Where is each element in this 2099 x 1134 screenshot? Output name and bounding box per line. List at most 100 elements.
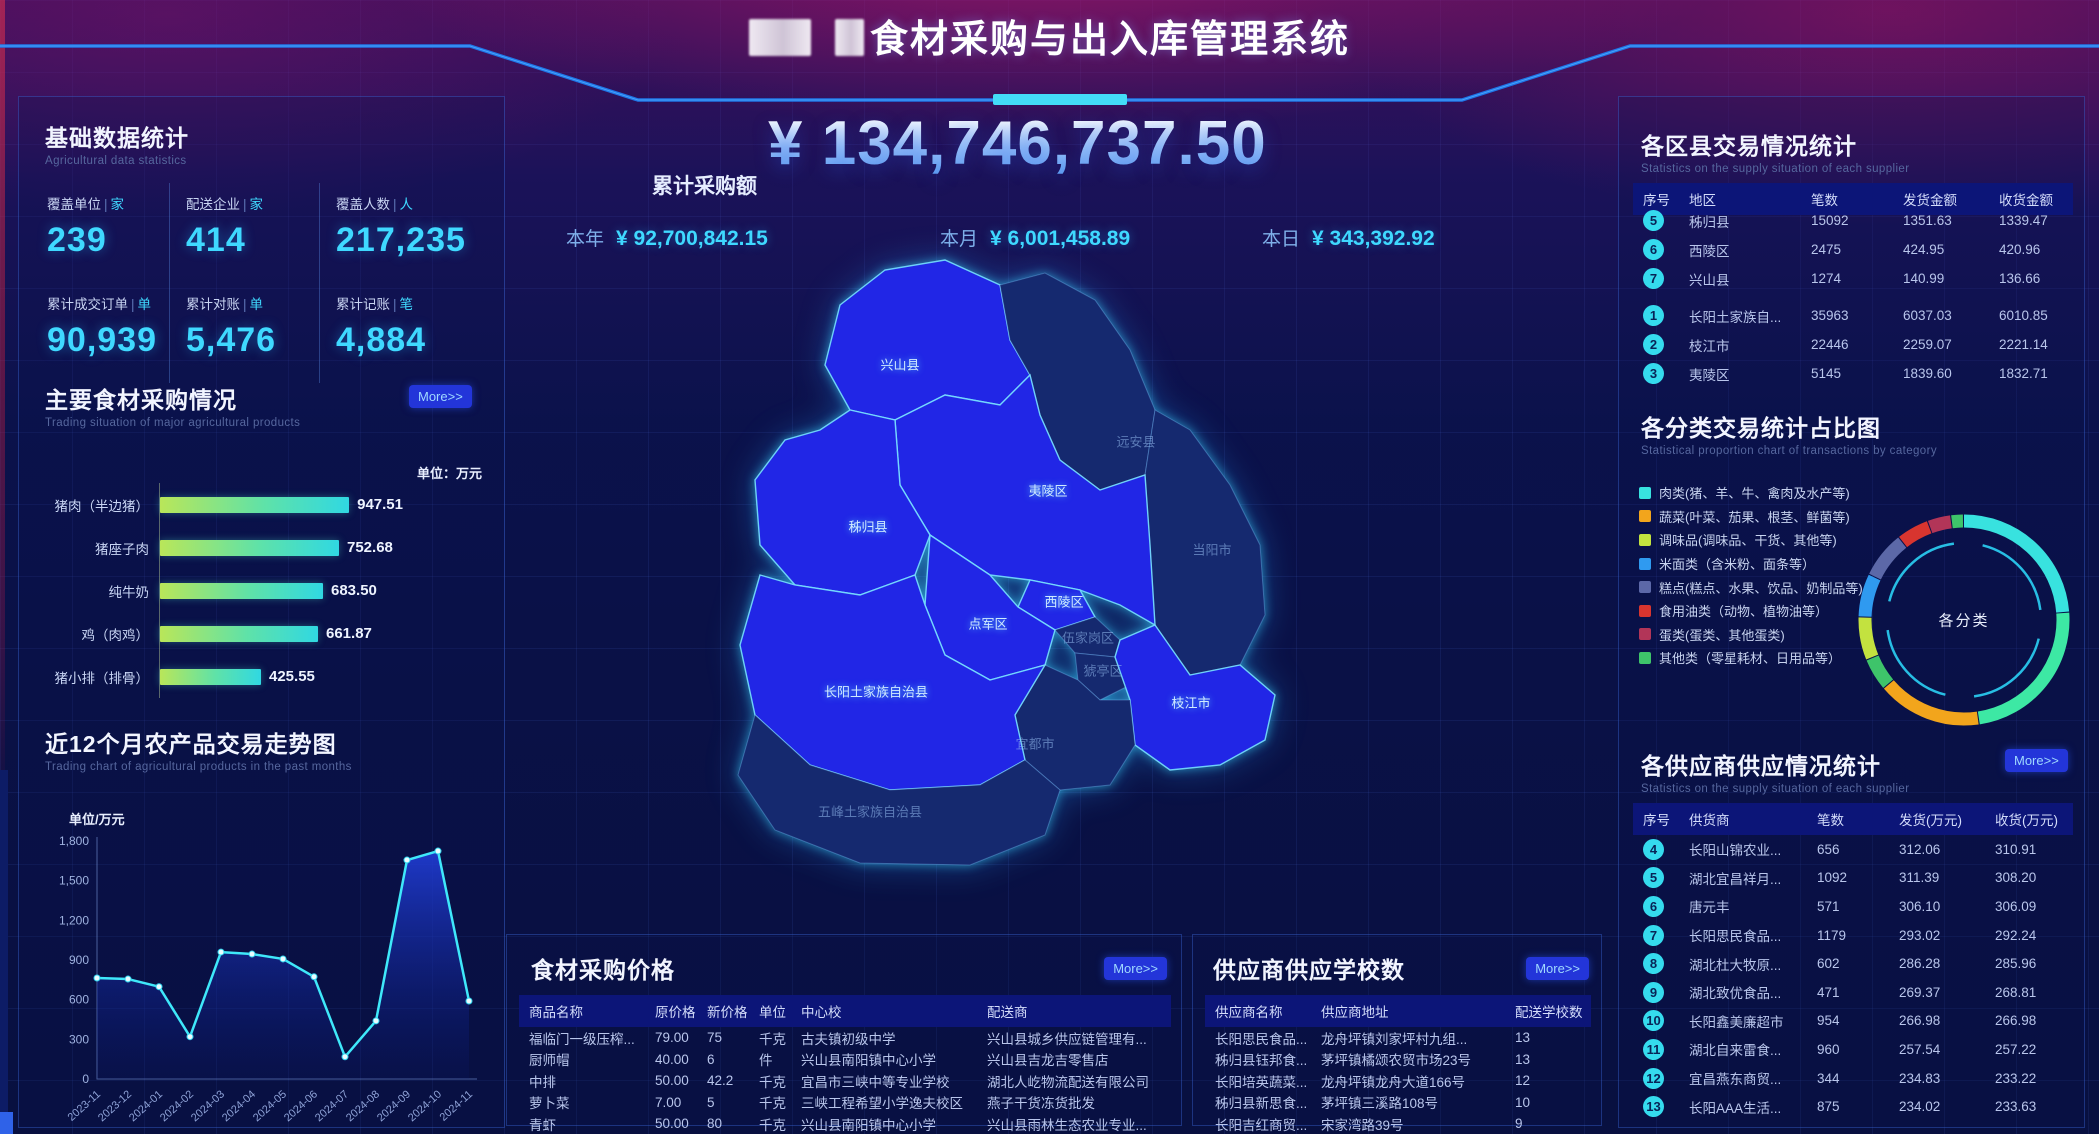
table-cell: 420.96 bbox=[1999, 242, 2041, 257]
legend-item[interactable]: 其他类（零星耗材、日用品等） bbox=[1639, 646, 1863, 670]
table-cell: 2 bbox=[1633, 334, 1679, 355]
bar-category-label: 猪肉（半边猪） bbox=[54, 498, 150, 514]
table-cell: 75 bbox=[707, 1030, 723, 1046]
map-region-wufeng[interactable] bbox=[737, 714, 1061, 866]
table-cell: 257.22 bbox=[1995, 1041, 2037, 1057]
table-cell: 7 bbox=[1633, 924, 1679, 946]
bar[interactable] bbox=[160, 539, 339, 556]
header-frame-line bbox=[0, 44, 2099, 105]
table-cell: 千克 bbox=[759, 1096, 786, 1112]
region-table-title: 各区县交易情况统计 bbox=[1641, 133, 1857, 159]
legend-item[interactable]: 蛋类(蛋类、其他蛋类) bbox=[1639, 623, 1863, 647]
line-chart[interactable]: 03006009001,2001,5001,8002023-112023-122… bbox=[37, 823, 497, 1134]
rank-badge: 2 bbox=[1643, 334, 1664, 355]
table-cell: 5 bbox=[707, 1094, 715, 1110]
legend-item[interactable]: 糕点(糕点、水果、饮品、奶制品等) bbox=[1639, 575, 1863, 599]
table-cell: 80 bbox=[707, 1116, 723, 1132]
table-cell: 1179 bbox=[1817, 927, 1847, 943]
line-chart-unit-label: 单位/万元 bbox=[69, 812, 125, 827]
bar-track: 683.50 bbox=[159, 569, 403, 612]
table-cell: 22446 bbox=[1811, 337, 1849, 352]
donut-chart[interactable] bbox=[1847, 505, 2084, 749]
table-cell: 宋家湾路39号 bbox=[1321, 1117, 1404, 1133]
bar[interactable] bbox=[160, 582, 323, 599]
stat-card: 累计记账 | 笔 4,884 bbox=[319, 283, 489, 383]
page-title-text: 食材采购与出入库管理系统 bbox=[869, 19, 1350, 61]
table-cell: 292.24 bbox=[1995, 927, 2037, 943]
legend-item[interactable]: 肉类(猪、羊、牛、禽肉及水产等) bbox=[1639, 481, 1863, 505]
svg-text:300: 300 bbox=[69, 1032, 89, 1046]
table-row: 4 长阳山锦农业... 656 312.06 310.91 bbox=[1633, 835, 2073, 864]
column-header: 配送学校数 bbox=[1515, 1005, 1583, 1020]
period-year: 本年 ¥ 92,700,842.15 bbox=[566, 224, 768, 251]
period-month: 本月 ¥ 6,001,458.89 bbox=[940, 224, 1130, 251]
svg-text:0: 0 bbox=[82, 1072, 89, 1086]
legend-label: 调味品(调味品、干货、其他等) bbox=[1659, 533, 1837, 549]
bar-chart-title: 主要食材采购情况 bbox=[45, 387, 237, 413]
map-region-xingshan[interactable] bbox=[824, 259, 1031, 421]
donut-subtitle: Statistical proportion chart of transact… bbox=[1641, 445, 1937, 457]
bar[interactable] bbox=[160, 668, 261, 685]
stat-value: 5,476 bbox=[186, 321, 277, 359]
bar[interactable] bbox=[160, 496, 350, 513]
city-map[interactable]: 兴山县 远安县 夷陵区 秭归县 当阳市 西陵区 点军区 伍家岗区 猇亭区 长阳土… bbox=[700, 245, 1300, 885]
table-cell: 湖北人屹物流配送有限公司 bbox=[987, 1074, 1149, 1090]
legend-label: 蔬菜(叶菜、茄果、根茎、鲜菌等) bbox=[1659, 509, 1850, 525]
table-cell: 2221.14 bbox=[1999, 337, 2048, 352]
table-header: 商品名称 原价格 新价格 单位 中心校 配送商 bbox=[519, 995, 1171, 1027]
supplier-table-subtitle: Statistics on the supply situation of ea… bbox=[1641, 783, 1910, 795]
column-header: 发货(万元) bbox=[1899, 813, 1962, 828]
bar-track: 661.87 bbox=[159, 612, 403, 655]
map-region-zhijiang[interactable] bbox=[1114, 624, 1276, 771]
period-month-value: ¥ 6,001,458.89 bbox=[990, 227, 1131, 250]
legend-swatch bbox=[1639, 651, 1651, 664]
region-table: 序号 地区 笔数 发货金额 收货金额 5 秭归县 15092 1351.63 1339.47 6 西陵… bbox=[1633, 183, 2073, 388]
bar-track: 752.68 bbox=[159, 526, 403, 569]
table-row: 2 枝江市 22446 2259.07 2221.14 bbox=[1633, 330, 2073, 359]
legend-item[interactable]: 蔬菜(叶菜、茄果、根茎、鲜菌等) bbox=[1639, 505, 1863, 529]
table-cell: 长阳土家族自... bbox=[1689, 309, 1782, 325]
bar-row: 猪座子肉 752.68 bbox=[33, 526, 493, 569]
table-cell: 50.00 bbox=[655, 1116, 689, 1132]
stat-value: 90,939 bbox=[47, 321, 157, 359]
legend-swatch bbox=[1639, 510, 1651, 523]
left-edge-artifact-dot bbox=[0, 1112, 13, 1134]
stat-label: 配送企业 | 家 bbox=[186, 197, 264, 212]
period-year-value: ¥ 92,700,842.15 bbox=[616, 227, 768, 250]
bar-chart[interactable]: 猪肉（半边猪） 947.51 猪座子肉 752.68 纯牛奶 683.50 鸡（肉鸡）… bbox=[33, 483, 493, 698]
bar-chart-more-button[interactable]: More>> bbox=[409, 385, 472, 408]
column-header: 收货(万元) bbox=[1995, 813, 2058, 828]
school-table-more-button[interactable]: More>> bbox=[1526, 957, 1589, 980]
column-header: 地区 bbox=[1689, 193, 1716, 208]
table-row: 10 长阳鑫美廉超市 954 266.98 266.98 bbox=[1633, 1007, 2073, 1036]
table-cell: 湖北自来雷食... bbox=[1689, 1043, 1782, 1059]
table-cell: 4 bbox=[1633, 838, 1679, 860]
table-cell: 长阳思民食品... bbox=[1689, 929, 1782, 945]
column-header: 配送商 bbox=[987, 1005, 1028, 1020]
basic-stats-title: 基础数据统计 bbox=[45, 125, 189, 151]
legend-item[interactable]: 食用油类（动物、植物油等） bbox=[1639, 599, 1863, 623]
bar[interactable] bbox=[160, 625, 318, 642]
table-cell: 兴山县雨林生态农业专业... bbox=[987, 1117, 1147, 1133]
legend-item[interactable]: 调味品(调味品、干货、其他等) bbox=[1639, 528, 1863, 552]
table-cell: 35963 bbox=[1811, 308, 1849, 323]
rank-badge: 7 bbox=[1643, 924, 1664, 946]
table-cell: 长阳思民食品... bbox=[1215, 1031, 1308, 1047]
bar-row: 鸡（肉鸡） 661.87 bbox=[33, 612, 493, 655]
legend-item[interactable]: 米面类（含米粉、面条等） bbox=[1639, 552, 1863, 576]
bar-chart-unit-label: 单位：万元 bbox=[416, 466, 482, 481]
svg-text:2024-03: 2024-03 bbox=[189, 1088, 227, 1124]
table-cell: 兴山县南阳镇中心小学 bbox=[801, 1117, 936, 1133]
bar-category-label: 猪小排（排骨） bbox=[54, 670, 150, 686]
price-table-more-button[interactable]: More>> bbox=[1104, 957, 1167, 980]
map-region-xiaoting[interactable] bbox=[1074, 652, 1131, 701]
period-day-value: ¥ 343,392.92 bbox=[1312, 227, 1435, 250]
stat-card: 累计对账 | 单 5,476 bbox=[169, 283, 319, 383]
rank-badge: 5 bbox=[1643, 210, 1664, 231]
supplier-table-more-button[interactable]: More>> bbox=[2005, 749, 2068, 772]
table-cell: 5 bbox=[1633, 210, 1679, 231]
supplier-table-title: 各供应商供应情况统计 bbox=[1641, 753, 1881, 779]
table-cell: 269.37 bbox=[1899, 984, 1941, 1000]
table-cell: 13 bbox=[1633, 1096, 1679, 1118]
rank-badge: 13 bbox=[1643, 1096, 1664, 1118]
